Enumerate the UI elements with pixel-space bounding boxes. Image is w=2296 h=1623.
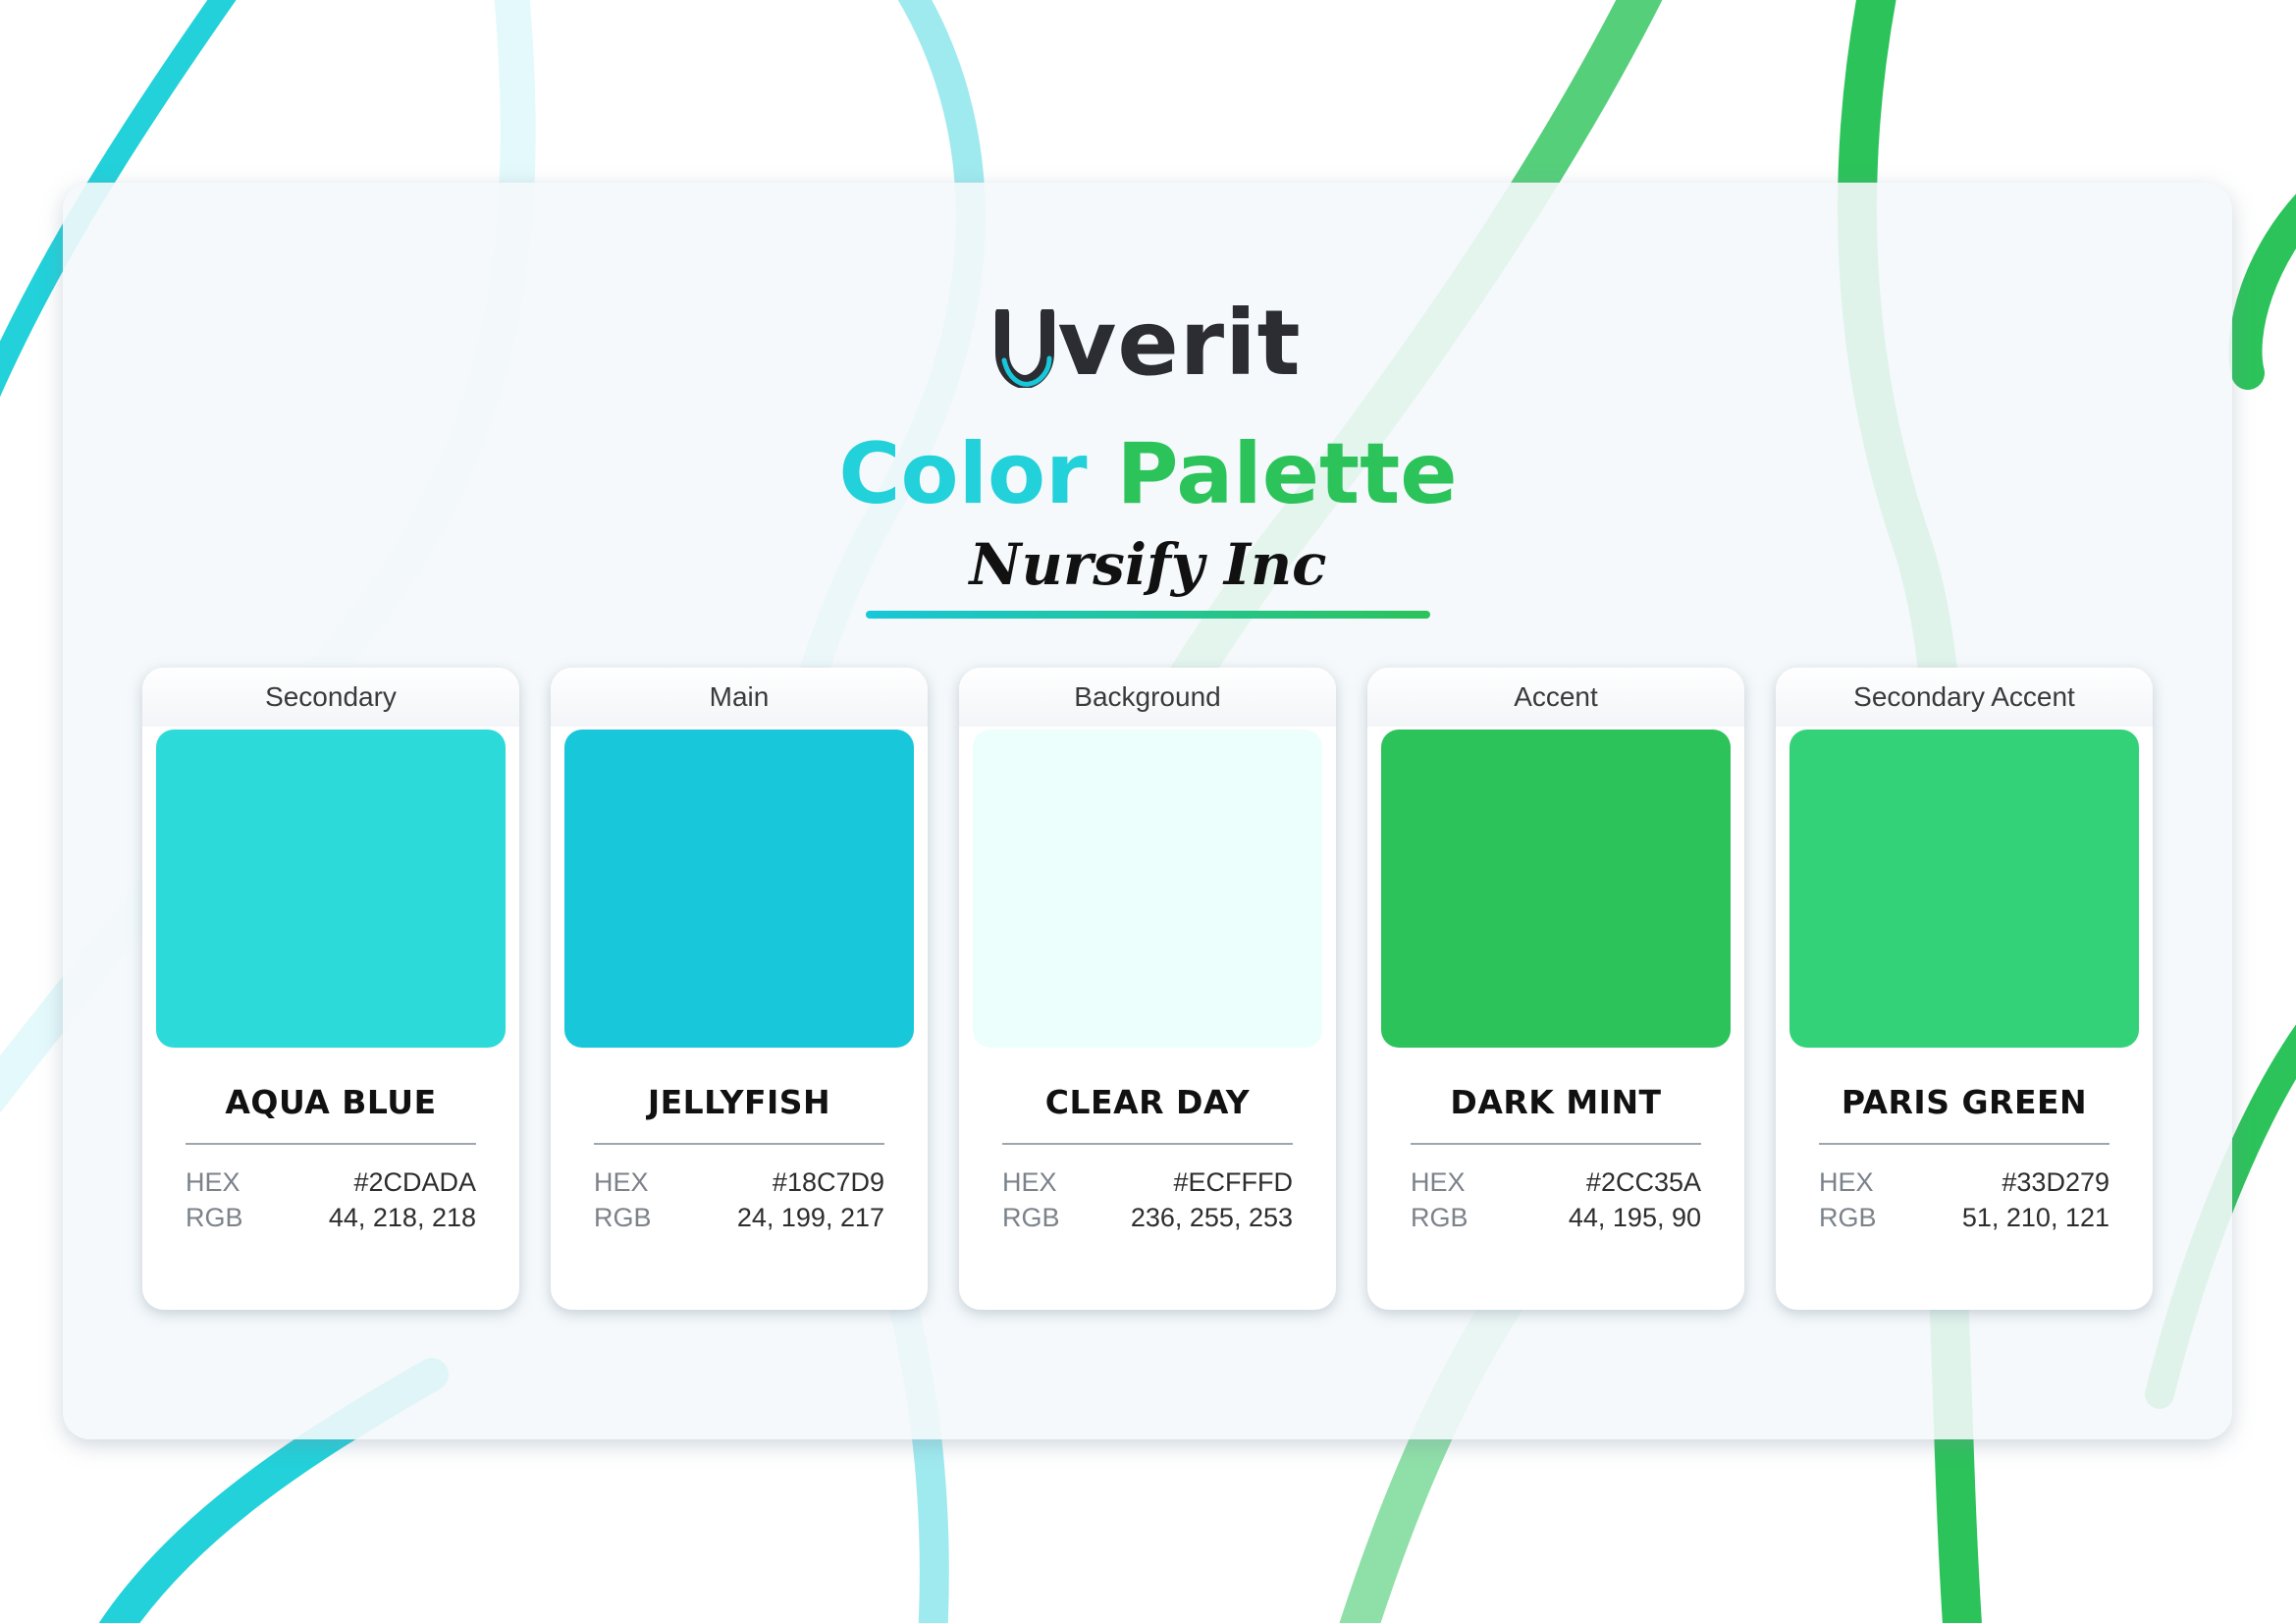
title-word-palette: Palette xyxy=(1116,425,1458,523)
rgb-value: 236, 255, 253 xyxy=(1130,1203,1293,1232)
rgb-row: RGB 44, 218, 218 xyxy=(186,1200,476,1235)
card-role: Main xyxy=(551,668,928,727)
rgb-value: 51, 210, 121 xyxy=(1961,1203,2109,1232)
color-card-background: Background CLEAR DAY HEX #ECFFFD RGB 236… xyxy=(959,668,1336,1310)
rgb-label: RGB xyxy=(186,1203,243,1232)
hex-value: #33D279 xyxy=(2002,1167,2109,1197)
rgb-label: RGB xyxy=(594,1203,652,1232)
color-card-secondary: Secondary AQUA BLUE HEX #2CDADA RGB 44, … xyxy=(142,668,519,1310)
hex-value: #ECFFFD xyxy=(1173,1167,1294,1197)
rgb-label: RGB xyxy=(1002,1203,1060,1232)
rgb-label: RGB xyxy=(1819,1203,1877,1232)
card-role: Accent xyxy=(1367,668,1744,727)
rgb-value: 24, 199, 217 xyxy=(736,1203,884,1232)
color-name: AQUA BLUE xyxy=(225,1083,437,1121)
hex-row: HEX #18C7D9 xyxy=(594,1164,884,1200)
hex-row: HEX #33D279 xyxy=(1819,1164,2109,1200)
title-underline xyxy=(866,611,1430,619)
brand-logo: verit xyxy=(0,295,2296,393)
card-divider xyxy=(186,1143,476,1145)
rgb-row: RGB 236, 255, 253 xyxy=(1002,1200,1293,1235)
hex-label: HEX xyxy=(186,1167,240,1197)
color-name: JELLYFISH xyxy=(647,1083,831,1121)
hex-row: HEX #2CDADA xyxy=(186,1164,476,1200)
card-divider xyxy=(1411,1143,1701,1145)
hex-value: #2CC35A xyxy=(1585,1167,1701,1197)
brand-name: verit xyxy=(1057,291,1302,396)
card-role: Secondary xyxy=(142,668,519,727)
hex-label: HEX xyxy=(1819,1167,1874,1197)
hex-label: HEX xyxy=(1411,1167,1466,1197)
hex-value: #2CDADA xyxy=(353,1167,476,1197)
title-word-color: Color xyxy=(838,425,1088,523)
card-divider xyxy=(1819,1143,2109,1145)
rgb-row: RGB 44, 195, 90 xyxy=(1411,1200,1701,1235)
color-name: PARIS GREEN xyxy=(1841,1083,2088,1121)
color-name: DARK MINT xyxy=(1450,1083,1662,1121)
color-card-main: Main JELLYFISH HEX #18C7D9 RGB 24, 199, … xyxy=(551,668,928,1310)
color-name: CLEAR DAY xyxy=(1044,1083,1251,1121)
rgb-row: RGB 51, 210, 121 xyxy=(1819,1200,2109,1235)
color-swatch xyxy=(1789,730,2139,1048)
rgb-label: RGB xyxy=(1411,1203,1468,1232)
rgb-row: RGB 24, 199, 217 xyxy=(594,1200,884,1235)
company-name: Nursify Inc xyxy=(969,531,1327,598)
hex-row: HEX #2CC35A xyxy=(1411,1164,1701,1200)
page-title: Color Palette xyxy=(0,420,2296,528)
color-swatch xyxy=(1381,730,1731,1048)
ribbon-green-edge xyxy=(2228,193,2296,390)
hex-label: HEX xyxy=(594,1167,649,1197)
hex-label: HEX xyxy=(1002,1167,1057,1197)
card-divider xyxy=(1002,1143,1293,1145)
brand-mark-icon xyxy=(995,309,1055,388)
color-swatch xyxy=(564,730,914,1048)
rgb-value: 44, 195, 90 xyxy=(1568,1203,1701,1232)
hex-row: HEX #ECFFFD xyxy=(1002,1164,1293,1200)
color-card-accent: Accent DARK MINT HEX #2CC35A RGB 44, 195… xyxy=(1367,668,1744,1310)
hex-value: #18C7D9 xyxy=(772,1167,884,1197)
card-role: Background xyxy=(959,668,1336,727)
color-card-secondary-accent: Secondary Accent PARIS GREEN HEX #33D279… xyxy=(1776,668,2153,1310)
rgb-value: 44, 218, 218 xyxy=(328,1203,476,1232)
card-role: Secondary Accent xyxy=(1776,668,2153,727)
color-swatch xyxy=(156,730,506,1048)
color-swatch xyxy=(973,730,1322,1048)
color-cards: Secondary AQUA BLUE HEX #2CDADA RGB 44, … xyxy=(142,668,2155,1311)
card-divider xyxy=(594,1143,884,1145)
